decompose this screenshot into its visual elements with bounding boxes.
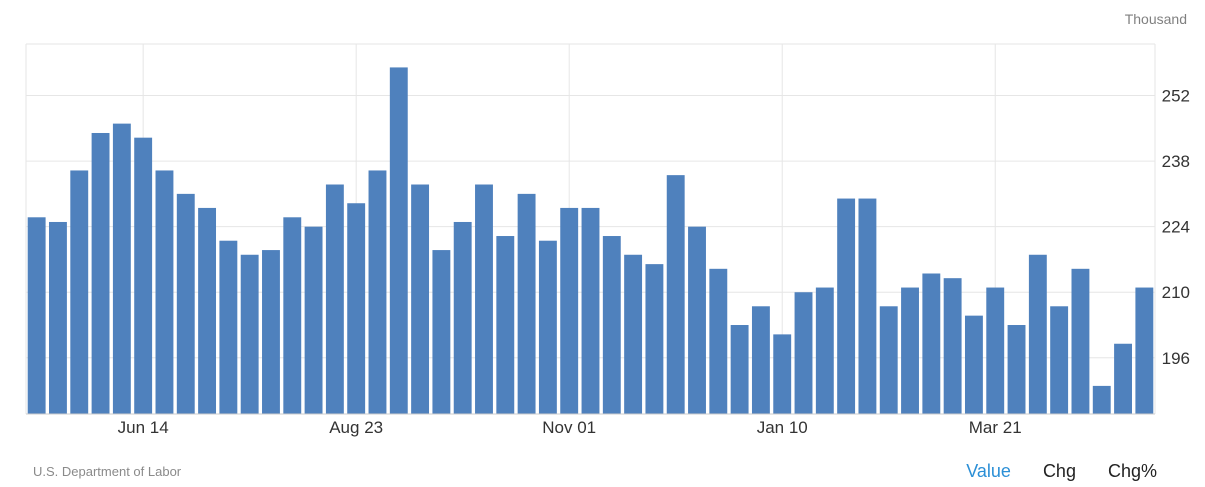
bar[interactable] bbox=[1007, 325, 1026, 414]
y-axis: 196 210 224 238 252 bbox=[1162, 87, 1190, 368]
bar[interactable] bbox=[27, 217, 46, 414]
bar[interactable] bbox=[347, 203, 366, 414]
bar[interactable] bbox=[964, 315, 983, 414]
bar[interactable] bbox=[240, 254, 259, 414]
bar[interactable] bbox=[176, 193, 195, 414]
change-toggle[interactable]: Chg bbox=[1042, 461, 1076, 481]
bar[interactable] bbox=[496, 236, 515, 414]
bar[interactable] bbox=[1050, 306, 1069, 414]
x-tick-label: Aug 23 bbox=[329, 418, 383, 437]
bar[interactable] bbox=[645, 264, 664, 414]
bar[interactable] bbox=[517, 193, 536, 414]
bar[interactable] bbox=[262, 250, 280, 414]
x-tick-label: Jun 14 bbox=[118, 418, 169, 437]
bar[interactable] bbox=[879, 306, 898, 414]
unit-label: Thousand bbox=[1124, 11, 1187, 27]
bar[interactable] bbox=[304, 226, 323, 414]
view-toggle-group: Value Chg Chg% bbox=[966, 461, 1157, 482]
bar[interactable] bbox=[368, 170, 387, 414]
y-tick-label: 210 bbox=[1162, 283, 1190, 302]
bar[interactable] bbox=[815, 287, 834, 414]
bar[interactable] bbox=[1071, 268, 1090, 414]
change-percent-toggle[interactable]: Chg% bbox=[1107, 461, 1157, 481]
bar[interactable] bbox=[858, 198, 877, 414]
bar[interactable] bbox=[112, 123, 131, 415]
x-axis: Jun 14 Aug 23 Nov 01 Jan 10 Mar 21 bbox=[26, 413, 1155, 437]
bar[interactable] bbox=[538, 240, 557, 414]
bar[interactable] bbox=[751, 306, 770, 414]
bar[interactable] bbox=[389, 67, 408, 414]
bar[interactable] bbox=[730, 325, 749, 414]
x-tick-label: Nov 01 bbox=[542, 418, 596, 437]
bar[interactable] bbox=[475, 184, 493, 414]
y-tick-label: 238 bbox=[1162, 152, 1190, 171]
bar[interactable] bbox=[155, 170, 174, 414]
bar[interactable] bbox=[560, 207, 579, 414]
value-toggle[interactable]: Value bbox=[966, 461, 1011, 481]
bar[interactable] bbox=[1135, 287, 1154, 414]
bar[interactable] bbox=[624, 254, 643, 414]
bar[interactable] bbox=[219, 240, 238, 414]
bar[interactable] bbox=[922, 273, 941, 414]
y-tick-label: 196 bbox=[1162, 349, 1190, 368]
bar[interactable] bbox=[70, 170, 89, 414]
bar[interactable] bbox=[986, 287, 1005, 414]
bar[interactable] bbox=[1114, 343, 1132, 414]
bar[interactable] bbox=[134, 137, 153, 414]
bar[interactable] bbox=[198, 207, 217, 414]
x-tick-label: Mar 21 bbox=[969, 418, 1022, 437]
bar[interactable] bbox=[1092, 385, 1111, 414]
bar[interactable] bbox=[901, 287, 919, 414]
bar[interactable] bbox=[411, 184, 430, 414]
x-tick-label: Jan 10 bbox=[757, 418, 808, 437]
bar[interactable] bbox=[91, 132, 110, 414]
bar-series bbox=[27, 67, 1154, 415]
bar[interactable] bbox=[581, 207, 600, 414]
bar[interactable] bbox=[688, 226, 706, 414]
bar[interactable] bbox=[837, 198, 856, 414]
bar[interactable] bbox=[325, 184, 344, 414]
bar[interactable] bbox=[666, 175, 685, 414]
bar[interactable] bbox=[453, 221, 472, 414]
y-tick-label: 224 bbox=[1162, 218, 1190, 237]
bar[interactable] bbox=[794, 292, 813, 414]
bar[interactable] bbox=[432, 250, 451, 414]
bar[interactable] bbox=[773, 334, 792, 414]
source-label: U.S. Department of Labor bbox=[33, 464, 182, 479]
bar[interactable] bbox=[1028, 254, 1047, 414]
bar[interactable] bbox=[283, 217, 302, 414]
bar[interactable] bbox=[602, 236, 621, 414]
y-tick-label: 252 bbox=[1162, 87, 1190, 106]
bar[interactable] bbox=[709, 268, 728, 414]
bar[interactable] bbox=[49, 221, 67, 414]
bar[interactable] bbox=[943, 278, 962, 414]
